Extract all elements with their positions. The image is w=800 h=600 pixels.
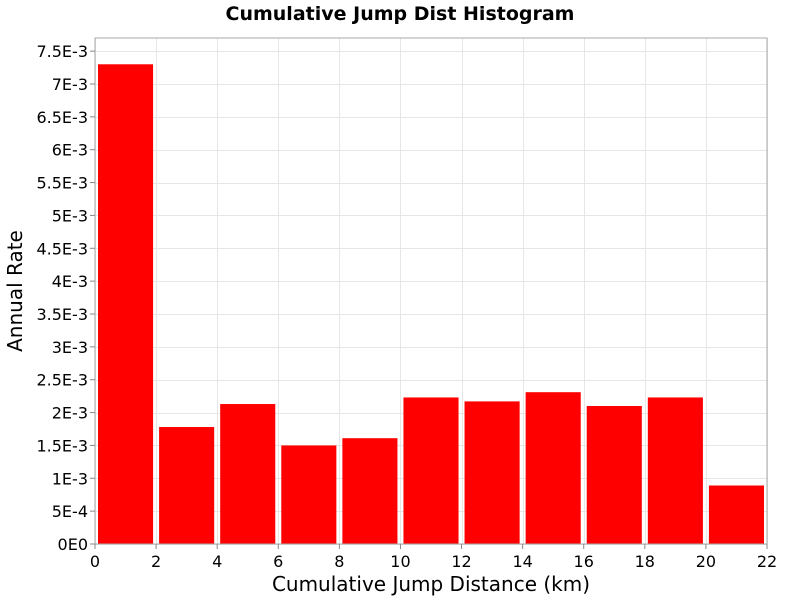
y-tick-label: 7.5E-3 [36, 42, 88, 61]
y-tick-label: 5.5E-3 [36, 174, 88, 193]
bars [98, 64, 764, 545]
x-tick-label: 14 [512, 552, 532, 571]
plot-border [94, 37, 768, 545]
x-tick-label: 2 [151, 552, 161, 571]
histogram-bar-5 [403, 397, 459, 544]
histogram-bar-10 [708, 485, 764, 544]
histogram-bar-7 [525, 392, 581, 544]
histogram-bar-6 [464, 401, 520, 544]
y-tick-label: 4.5E-3 [36, 239, 88, 258]
chart-title: Cumulative Jump Dist Histogram [226, 3, 575, 25]
histogram-bar-1 [159, 427, 215, 544]
x-tick-label: 6 [273, 552, 283, 571]
y-tick-label: 2.5E-3 [36, 371, 88, 390]
histogram-bar-0 [98, 64, 154, 545]
x-tick-label: 18 [635, 552, 655, 571]
y-tick-label: 0E0 [58, 535, 88, 554]
x-tick-label: 22 [757, 552, 777, 571]
y-tick-label: 2E-3 [52, 404, 88, 423]
y-axis-label: Annual Rate [3, 230, 27, 352]
histogram-bar-3 [281, 445, 337, 544]
x-axis-label: Cumulative Jump Distance (km) [272, 572, 590, 596]
x-tick-label: 20 [696, 552, 716, 571]
y-axis-ticks: 0E0 5E-4 1E-3 1.5E-3 2E-3 2.5E-3 3E-3 3.5E-3 4E-… [36, 42, 95, 554]
histogram-bar-4 [342, 438, 398, 544]
y-tick-label: 5E-4 [52, 502, 88, 521]
x-tick-label: 16 [574, 552, 594, 571]
y-tick-label: 6E-3 [52, 141, 88, 160]
histogram-bar-2 [220, 404, 276, 544]
x-tick-label: 8 [334, 552, 344, 571]
histogram-bar-9 [647, 397, 703, 544]
y-tick-label: 6.5E-3 [36, 108, 88, 127]
y-tick-label: 3E-3 [52, 338, 88, 357]
x-tick-label: 10 [390, 552, 410, 571]
y-tick-label: 5E-3 [52, 206, 88, 225]
x-tick-label: 0 [90, 552, 100, 571]
y-tick-label: 7E-3 [52, 75, 88, 94]
x-tick-label: 4 [212, 552, 222, 571]
y-tick-label: 1.5E-3 [36, 436, 88, 455]
y-tick-label: 4E-3 [52, 272, 88, 291]
y-tick-label: 1E-3 [52, 469, 88, 488]
histogram-bar-8 [586, 406, 642, 544]
y-tick-label: 3.5E-3 [36, 305, 88, 324]
x-axis-ticks: 0 2 4 6 8 10 12 14 16 18 20 22 [90, 544, 777, 571]
x-tick-label: 12 [451, 552, 471, 571]
